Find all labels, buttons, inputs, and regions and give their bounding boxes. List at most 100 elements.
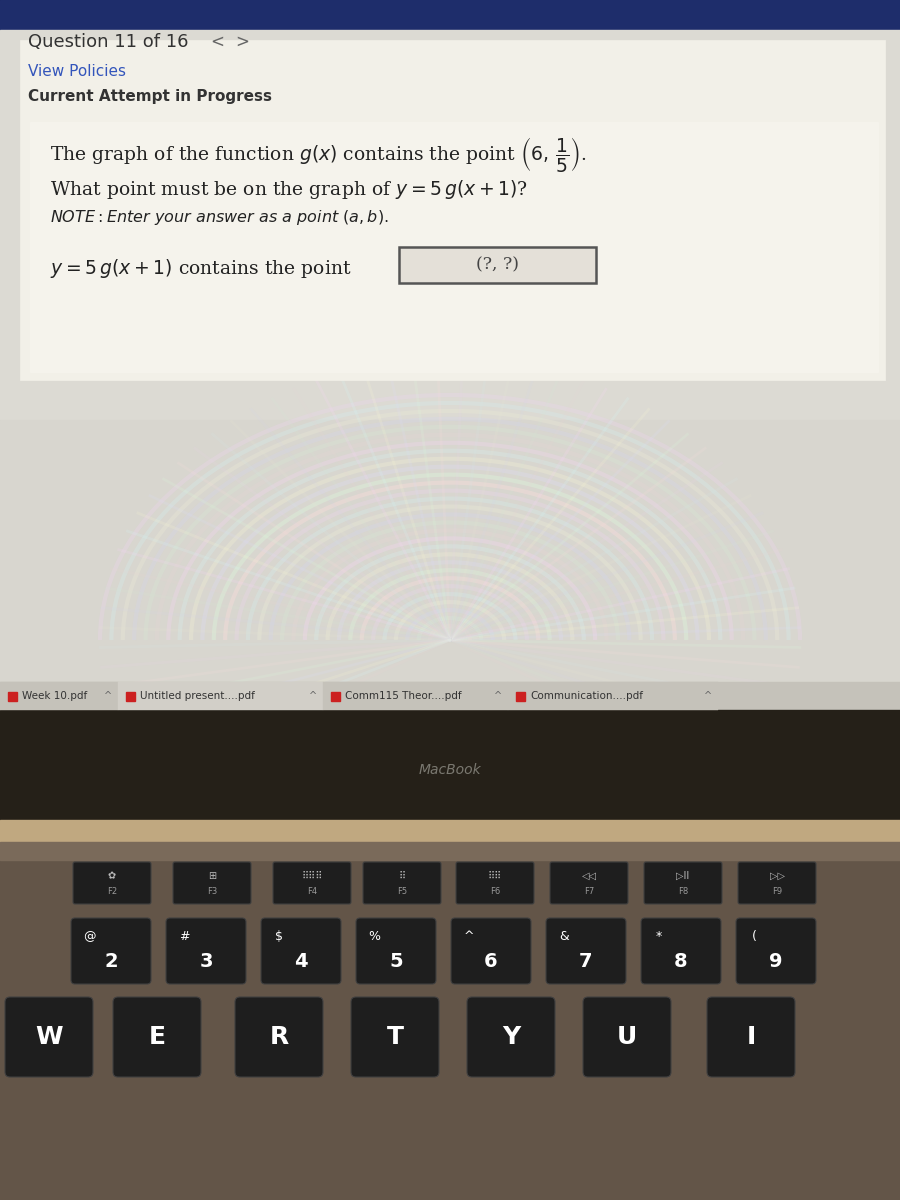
FancyBboxPatch shape	[456, 862, 534, 904]
FancyBboxPatch shape	[467, 997, 555, 1078]
Text: The graph of the function $g(x)$ contains the point $\left(6,\,\dfrac{1}{5}\righ: The graph of the function $g(x)$ contain…	[50, 134, 587, 174]
Text: (: (	[752, 930, 756, 943]
Text: ⊞: ⊞	[208, 871, 216, 881]
Text: Week 10.pdf: Week 10.pdf	[22, 691, 87, 701]
Text: View Policies: View Policies	[28, 65, 126, 79]
Text: U: U	[616, 1025, 637, 1049]
Text: ^: ^	[464, 930, 474, 943]
Text: Comm115 Theor....pdf: Comm115 Theor....pdf	[345, 691, 462, 701]
Text: 9: 9	[770, 952, 783, 971]
FancyBboxPatch shape	[736, 918, 816, 984]
Text: ⠿⠿: ⠿⠿	[488, 871, 502, 881]
FancyBboxPatch shape	[363, 862, 441, 904]
FancyBboxPatch shape	[546, 918, 626, 984]
Text: $y = 5\,g(x+1)$ contains the point: $y = 5\,g(x+1)$ contains the point	[50, 257, 352, 280]
FancyBboxPatch shape	[550, 862, 628, 904]
Text: 8: 8	[674, 952, 688, 971]
Bar	[0, 710, 900, 820]
Text: $: $	[275, 930, 283, 943]
Text: T: T	[386, 1025, 403, 1049]
FancyBboxPatch shape	[173, 862, 251, 904]
Text: E: E	[148, 1025, 166, 1049]
Bar	[331, 692, 340, 701]
Text: ^: ^	[494, 691, 502, 701]
Bar	[30, 122, 878, 372]
FancyBboxPatch shape	[641, 918, 721, 984]
FancyBboxPatch shape	[707, 997, 795, 1078]
Bar	[0, 820, 900, 842]
Text: F3: F3	[207, 887, 217, 896]
FancyBboxPatch shape	[644, 862, 722, 904]
Text: F8: F8	[678, 887, 688, 896]
Text: %: %	[368, 930, 380, 943]
Bar	[0, 682, 118, 710]
Text: 2: 2	[104, 952, 118, 971]
FancyBboxPatch shape	[356, 918, 436, 984]
Text: Communication....pdf: Communication....pdf	[530, 691, 643, 701]
Text: R: R	[269, 1025, 289, 1049]
FancyBboxPatch shape	[738, 862, 816, 904]
Text: Untitled present....pdf: Untitled present....pdf	[140, 691, 255, 701]
Bar	[0, 420, 900, 710]
Bar	[508, 682, 718, 710]
Text: >: >	[235, 32, 249, 50]
FancyBboxPatch shape	[351, 997, 439, 1078]
Text: (?, ?): (?, ?)	[476, 257, 519, 274]
Text: ◁◁: ◁◁	[581, 871, 597, 881]
Text: Y: Y	[502, 1025, 520, 1049]
Text: F2: F2	[107, 887, 117, 896]
Text: ✿: ✿	[108, 871, 116, 881]
Text: ▷II: ▷II	[677, 871, 689, 881]
Bar	[323, 682, 508, 710]
Text: 7: 7	[580, 952, 593, 971]
Text: ^: ^	[104, 691, 112, 701]
Text: MacBook: MacBook	[418, 763, 482, 778]
FancyBboxPatch shape	[73, 862, 151, 904]
FancyBboxPatch shape	[451, 918, 531, 984]
Text: 4: 4	[294, 952, 308, 971]
Text: ⠿⠿⠿: ⠿⠿⠿	[302, 871, 323, 881]
Text: W: W	[35, 1025, 63, 1049]
Text: Current Attempt in Progress: Current Attempt in Progress	[28, 89, 272, 103]
Text: 5: 5	[389, 952, 403, 971]
Text: *: *	[656, 930, 662, 943]
Text: #: #	[179, 930, 189, 943]
Text: $\mathit{NOTE: Enter\ your\ answer\ as\ a\ point\ (a,b).}$: $\mathit{NOTE: Enter\ your\ answer\ as\ …	[50, 208, 389, 227]
Text: @: @	[83, 930, 95, 943]
Bar	[126, 692, 135, 701]
FancyBboxPatch shape	[235, 997, 323, 1078]
FancyBboxPatch shape	[583, 997, 671, 1078]
Text: 6: 6	[484, 952, 498, 971]
FancyBboxPatch shape	[399, 247, 596, 283]
Text: ⠿: ⠿	[399, 871, 406, 881]
FancyBboxPatch shape	[273, 862, 351, 904]
Bar	[0, 0, 900, 30]
Text: ^: ^	[309, 691, 317, 701]
Text: F9: F9	[772, 887, 782, 896]
Text: What point must be on the graph of $y = 5\,g(x+1)$?: What point must be on the graph of $y = …	[50, 178, 528, 200]
Text: ▷▷: ▷▷	[770, 871, 785, 881]
FancyBboxPatch shape	[166, 918, 246, 984]
Bar	[516, 692, 525, 701]
Text: I: I	[746, 1025, 756, 1049]
Text: F4: F4	[307, 887, 317, 896]
Text: F6: F6	[490, 887, 500, 896]
Text: Question 11 of 16: Question 11 of 16	[28, 32, 188, 50]
Bar	[0, 682, 900, 710]
FancyBboxPatch shape	[113, 997, 201, 1078]
Text: <: <	[210, 32, 224, 50]
Bar	[0, 842, 900, 860]
Bar	[8, 692, 17, 701]
FancyBboxPatch shape	[5, 997, 93, 1078]
Bar	[0, 842, 900, 1200]
Text: &: &	[559, 930, 569, 943]
FancyBboxPatch shape	[71, 918, 151, 984]
Bar	[118, 682, 323, 710]
Text: F5: F5	[397, 887, 407, 896]
Bar	[0, 30, 900, 420]
Text: ^: ^	[704, 691, 712, 701]
FancyBboxPatch shape	[261, 918, 341, 984]
Text: 3: 3	[199, 952, 212, 971]
Bar	[20, 40, 885, 380]
Text: F7: F7	[584, 887, 594, 896]
